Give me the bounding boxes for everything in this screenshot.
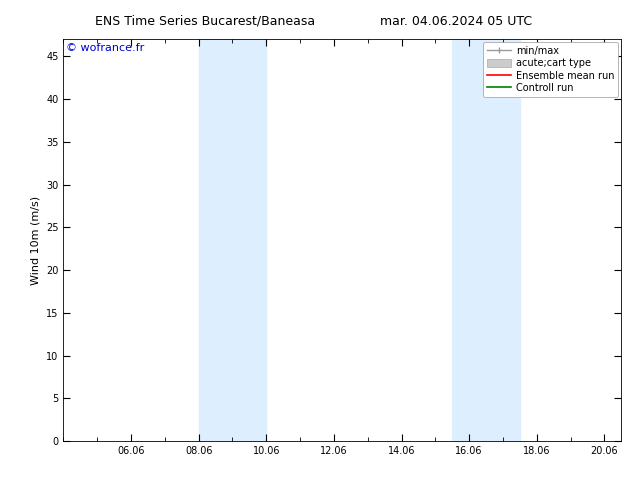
Text: mar. 04.06.2024 05 UTC: mar. 04.06.2024 05 UTC [380, 15, 533, 28]
Bar [452, 39, 520, 441]
Legend: min/max, acute;cart type, Ensemble mean run, Controll run: min/max, acute;cart type, Ensemble mean … [483, 42, 618, 97]
Y-axis label: Wind 10m (m/s): Wind 10m (m/s) [30, 196, 41, 285]
Text: © wofrance.fr: © wofrance.fr [66, 43, 145, 53]
Text: ENS Time Series Bucarest/Baneasa: ENS Time Series Bucarest/Baneasa [95, 15, 315, 28]
Bar [198, 39, 266, 441]
